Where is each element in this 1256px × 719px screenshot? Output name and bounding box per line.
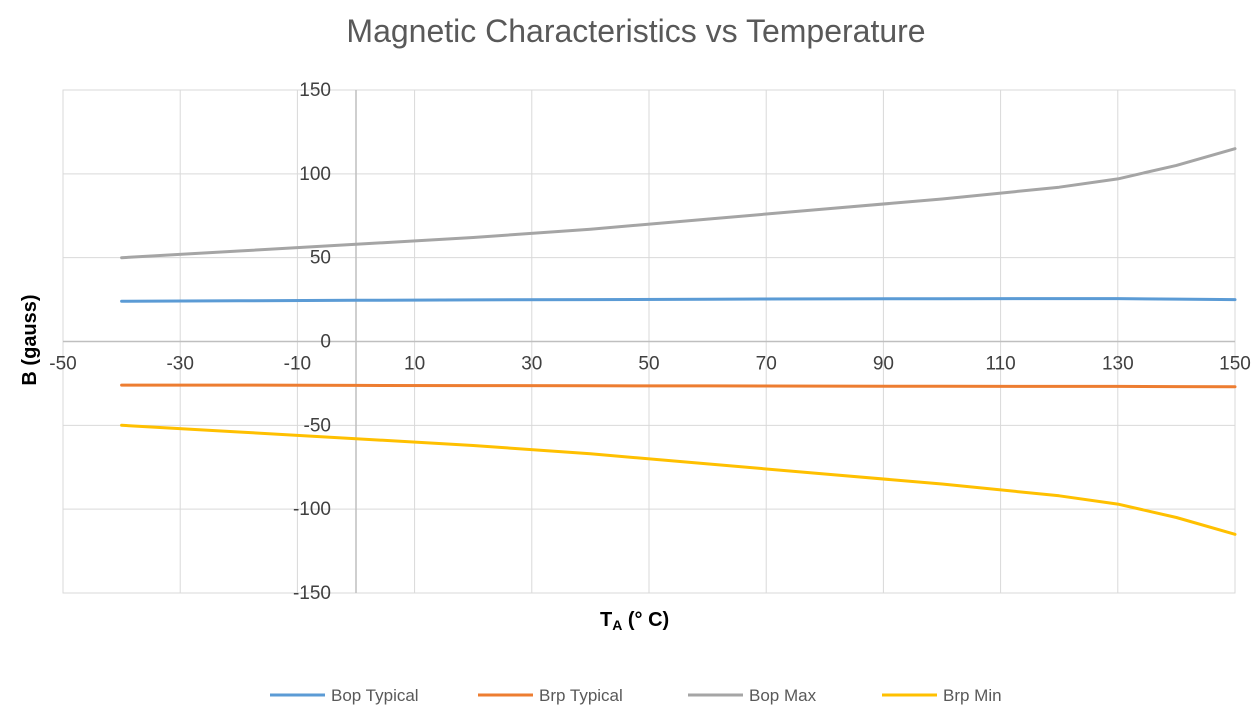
y-tick-label: 150	[299, 80, 331, 101]
x-tick-label: 30	[521, 354, 542, 375]
series-line-1	[120, 297, 1237, 303]
series-line-4	[120, 423, 1237, 536]
y-tick-label: -150	[293, 583, 331, 604]
series-line-3	[120, 147, 1237, 260]
grid-layer	[62, 89, 1236, 594]
x-tick-label: 110	[985, 354, 1015, 375]
x-tick-label: 150	[1219, 354, 1251, 375]
y-tick-label: -50	[304, 415, 331, 436]
legend-label: Brp Typical	[539, 686, 623, 705]
x-tick-label: 10	[404, 354, 425, 375]
legend-label: Bop Typical	[331, 686, 419, 705]
axis-layer	[63, 90, 1235, 593]
y-tick-label: 100	[299, 164, 331, 185]
x-axis-label: TA (° C)	[600, 609, 669, 633]
x-tick-label: 90	[873, 354, 894, 375]
ticks-layer: 150 100 50 0 -50 -100 -150 -50 -30 -10 10 30 50 70 90 1…	[49, 80, 1251, 604]
x-tick-label: -30	[166, 354, 193, 375]
legend-label: Brp Min	[943, 686, 1002, 705]
legend-label: Bop Max	[749, 686, 817, 705]
x-axis-label-main: T	[600, 609, 612, 631]
series-layer	[120, 147, 1237, 536]
chart-title: Magnetic Characteristics vs Temperature	[346, 13, 925, 49]
x-axis-label-unit: (° C)	[622, 609, 669, 631]
x-axis-label-sub: A	[612, 617, 622, 633]
y-axis-label: B (gauss)	[19, 294, 41, 385]
x-tick-label: -50	[49, 354, 76, 375]
x-tick-label: 50	[638, 354, 659, 375]
y-tick-label: 50	[310, 248, 331, 269]
series-line-2	[120, 383, 1237, 389]
x-tick-label: 70	[756, 354, 777, 375]
x-tick-label: 130	[1102, 354, 1134, 375]
legend: Bop Typical Brp Typical Bop Max Brp Min	[270, 686, 1002, 705]
y-tick-label: 0	[320, 332, 331, 353]
x-tick-label: -10	[284, 354, 311, 375]
y-tick-label: -100	[293, 499, 331, 520]
